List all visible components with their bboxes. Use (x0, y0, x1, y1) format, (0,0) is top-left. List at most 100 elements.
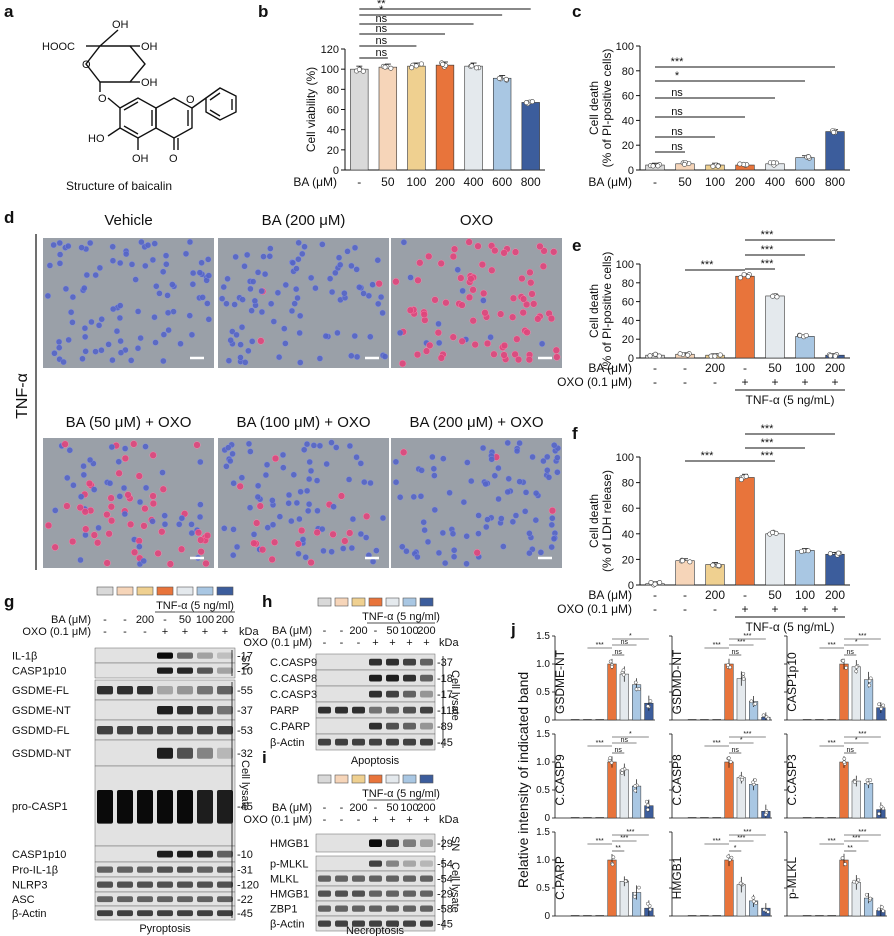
cell-nucleus (475, 243, 482, 250)
band (420, 876, 433, 882)
cell-nucleus (296, 551, 302, 557)
cell-nucleus (311, 442, 317, 448)
cell-nucleus (476, 512, 482, 518)
protein-label: CASP1p10 (12, 666, 66, 678)
band (386, 659, 399, 666)
cell-nucleus (167, 561, 174, 568)
cell-nucleus (295, 256, 301, 262)
significance-label: *** (737, 835, 745, 842)
band (369, 891, 382, 897)
data-point (622, 669, 625, 672)
data-point (799, 549, 803, 553)
cell-nucleus (303, 554, 309, 560)
row-value: - (653, 375, 657, 389)
data-point (880, 707, 883, 710)
data-point (877, 812, 880, 815)
data-point (771, 161, 775, 165)
x-tick-label: 100 (406, 175, 426, 189)
cell-nucleus (380, 515, 386, 521)
data-point (762, 714, 765, 717)
blot-caption: Necroptosis (346, 925, 405, 936)
cell-nucleus (259, 546, 266, 553)
subplot-c-parp: 00.51.01.5C.PARP*********** (536, 827, 655, 922)
cell-nucleus (540, 263, 547, 270)
band (217, 668, 233, 674)
subplot-title: C.CASP8 (670, 754, 684, 806)
band (386, 739, 399, 746)
protein-label: ZBP1 (270, 904, 298, 916)
cell-nucleus (534, 316, 541, 323)
cell-nucleus (143, 485, 149, 491)
oxo-value: + (372, 637, 378, 649)
band (318, 707, 331, 714)
subplot-title: C.CASP3 (785, 754, 799, 806)
cell-nucleus (336, 255, 342, 261)
x-tick-label: 400 (765, 175, 785, 189)
band (97, 867, 113, 873)
cell-nucleus (375, 301, 381, 307)
cell-nucleus (549, 507, 556, 514)
cell-nucleus (141, 522, 148, 529)
data-point (845, 666, 848, 669)
cell-nucleus (84, 272, 90, 278)
cell-nucleus (66, 337, 72, 343)
cell-nucleus (223, 301, 229, 307)
cell-nucleus (118, 350, 124, 356)
bar (796, 550, 815, 585)
cell-nucleus (527, 269, 534, 276)
band (420, 839, 433, 847)
cell-nucleus (242, 359, 248, 365)
band (403, 891, 416, 897)
bar (737, 778, 746, 818)
kda-marker: -45 (437, 919, 453, 931)
cell-nucleus (464, 533, 470, 539)
western-blot-i-necroptosis: TNF-α (5 ng/ml)BA (μM)OXO (0.1 μM)- -200-… (243, 775, 461, 936)
cell-nucleus (479, 261, 486, 268)
y-tick-label: 0.5 (536, 883, 550, 894)
cell-nucleus (306, 476, 312, 482)
cell-nucleus (450, 531, 456, 537)
cell-nucleus (91, 532, 98, 539)
cell-nucleus (495, 465, 501, 471)
subplot-title: GSDME-NT (553, 649, 567, 714)
row-value: + (831, 375, 838, 389)
data-point (717, 563, 721, 567)
kda-marker: -120 (237, 880, 259, 892)
band (403, 861, 416, 867)
panel-letter-a: a (4, 2, 14, 21)
band (177, 910, 193, 916)
protein-label: MLKL (270, 874, 299, 886)
cell-nucleus (198, 548, 205, 555)
y-tick-label: 20 (622, 554, 634, 566)
cell-nucleus (83, 348, 89, 354)
band (177, 896, 193, 902)
ba-label: BA (μM) (272, 802, 312, 814)
band (386, 876, 399, 882)
significance-label: *** (858, 829, 866, 836)
data-point (740, 778, 743, 781)
cell-nucleus (116, 470, 123, 477)
cell-nucleus (320, 548, 326, 554)
y-tick-label: 40 (622, 315, 634, 327)
x-tick-label: 800 (825, 175, 845, 189)
cell-nucleus (199, 260, 205, 266)
significance-label: * (629, 633, 632, 640)
cell-nucleus (57, 240, 63, 246)
cell-nucleus (296, 516, 302, 522)
cell-nucleus (451, 554, 457, 560)
cell-nucleus (234, 544, 240, 550)
cell-nucleus (539, 341, 545, 347)
panel-letter-g: g (4, 592, 14, 611)
kda-label: kDa (439, 814, 459, 826)
cell-nucleus (69, 538, 76, 545)
significance-label: ns (614, 747, 622, 754)
band (420, 739, 433, 746)
band (386, 861, 399, 867)
cell-nucleus (108, 517, 115, 524)
data-point (414, 64, 418, 68)
band (157, 668, 173, 674)
cell-nucleus (82, 526, 89, 533)
lane-color-key (352, 775, 365, 783)
cell-nucleus (447, 490, 453, 496)
subplot-p-mlkl: p-MLKL*********** (784, 829, 887, 916)
